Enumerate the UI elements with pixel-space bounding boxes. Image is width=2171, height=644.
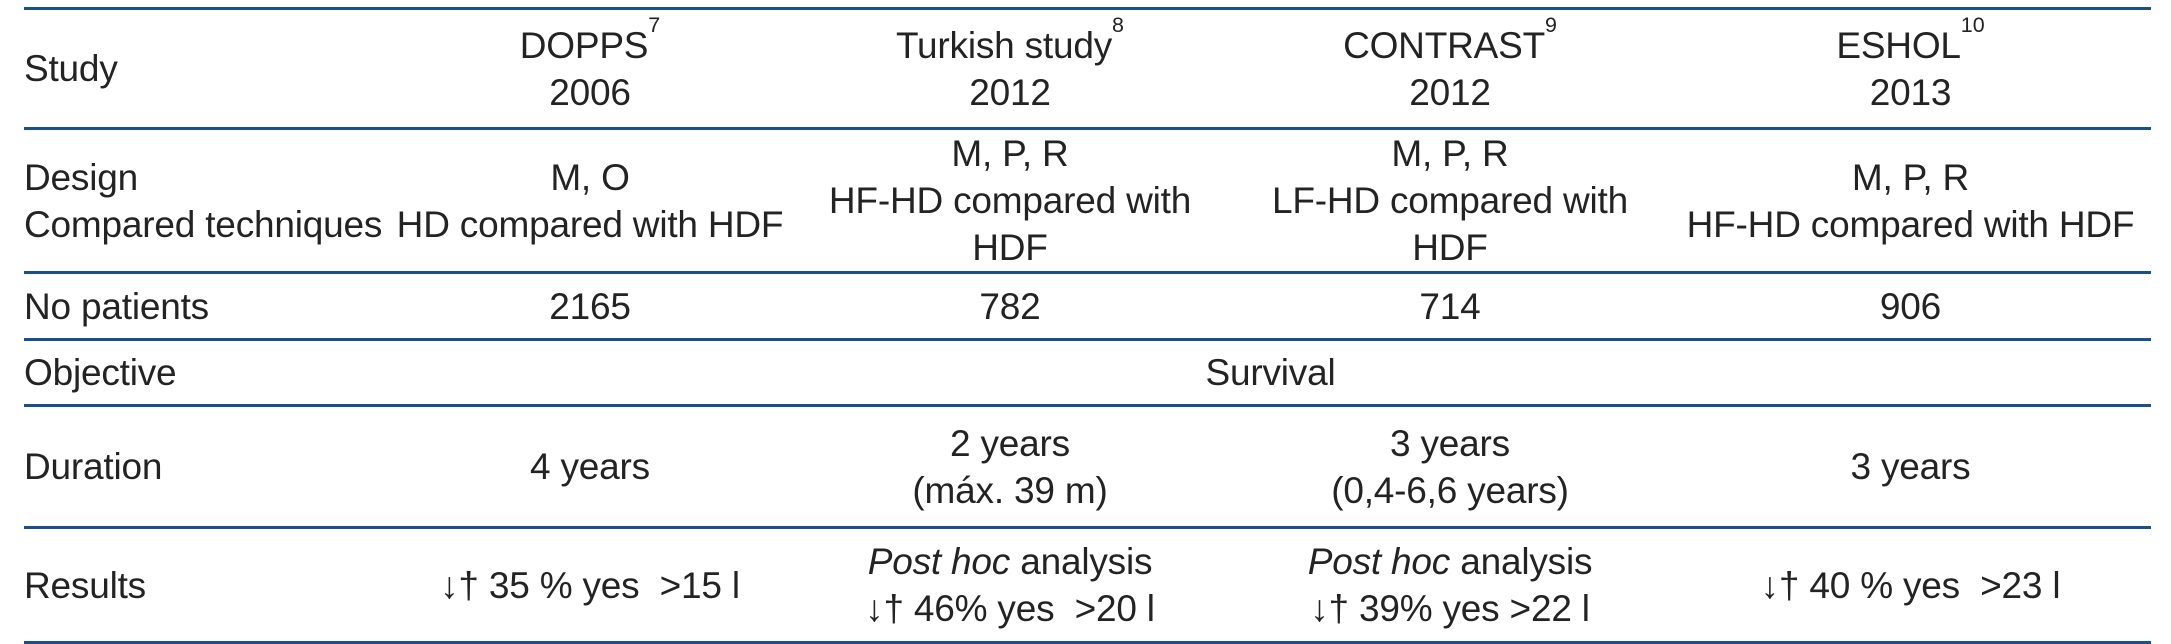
row-duration: Duration 4 years 2 years (máx. 39 m) 3 y…	[24, 406, 2151, 528]
duration-line2: (máx. 39 m)	[912, 469, 1108, 511]
duration-line1: 3 years	[1390, 422, 1510, 464]
techniques-value: LF-HD compared with HDF	[1271, 180, 1639, 268]
row-label-objective: Objective	[24, 352, 177, 393]
results-cell-turkish: Post hoc analysis ↓† 46% yes >20 l	[790, 528, 1230, 643]
design-value: M, P, R	[1851, 156, 1970, 198]
design-techniques-cell-eshol: M, P, R HF-HD compared with HDF	[1670, 129, 2151, 273]
results-line2: ↓† 46% yes >20 l	[865, 588, 1155, 629]
duration-cell-eshol: 3 years	[1670, 406, 2151, 528]
row-label-study: Study	[24, 48, 118, 89]
study-name-line: CONTRAST9	[1230, 15, 1670, 69]
row-label-compared-techniques: Compared techniques	[24, 203, 383, 245]
study-ref-superscript: 8	[1112, 13, 1124, 38]
design-value: M, O	[550, 156, 630, 198]
row-label-design-techniques: Design Compared techniques	[24, 129, 390, 273]
duration-line1: 2 years	[950, 422, 1070, 464]
row-label-no-patients: No patients	[24, 285, 209, 327]
row-label-duration: Duration	[24, 446, 163, 487]
duration-cell-turkish: 2 years (máx. 39 m)	[790, 406, 1230, 528]
results-cell-eshol: ↓† 40 % yes >23 l	[1670, 528, 2151, 643]
study-ref-superscript: 9	[1544, 13, 1557, 38]
results-line2: ↓† 40 % yes >23 l	[1760, 564, 2061, 606]
results-posthoc-italic: Post hoc	[867, 541, 1011, 582]
study-year: 2013	[1869, 71, 1952, 113]
techniques-value: HF-HD compared with HDF	[828, 180, 1202, 268]
patients-cell-eshol: 906	[1879, 285, 1942, 327]
study-name: DOPPS	[519, 24, 649, 66]
results-line1-rest: analysis	[1010, 541, 1153, 582]
objective-value-cell: Survival	[1205, 352, 1336, 393]
design-value: M, P, R	[951, 133, 1069, 174]
study-year: 2012	[1409, 71, 1491, 113]
design-techniques-cell-turkish: M, P, R HF-HD compared with HDF	[790, 129, 1230, 273]
study-year: 2006	[549, 71, 631, 113]
duration-line2: (0,4-6,6 years)	[1331, 469, 1569, 511]
study-name: Turkish study	[896, 24, 1113, 66]
study-year: 2012	[969, 71, 1051, 113]
study-ref-superscript: 10	[1960, 13, 1985, 38]
patients-cell-dopps: 2165	[549, 285, 631, 327]
row-design-techniques: Design Compared techniques M, O HD compa…	[24, 129, 2151, 273]
row-label-design: Design	[24, 156, 138, 198]
study-ref-superscript: 7	[648, 13, 661, 38]
row-label-results: Results	[24, 564, 146, 606]
results-line1-rest: analysis	[1450, 541, 1593, 582]
study-name-line: Turkish study8	[790, 15, 1230, 69]
study-name-line: DOPPS7	[390, 15, 790, 69]
design-value: M, P, R	[1391, 133, 1509, 174]
duration-line1: 4 years	[530, 446, 650, 487]
study-header-cell-turkish: Turkish study8 2012	[790, 9, 1230, 129]
design-techniques-cell-dopps: M, O HD compared with HDF	[390, 129, 790, 273]
patients-cell-contrast: 714	[1419, 285, 1481, 327]
design-techniques-cell-contrast: M, P, R LF-HD compared with HDF	[1230, 129, 1670, 273]
results-line2: ↓† 39% yes >22 l	[1310, 588, 1590, 629]
results-line1: Post hoc analysis	[790, 538, 1230, 585]
row-objective: Objective Survival	[24, 340, 2151, 406]
results-posthoc-italic: Post hoc	[1307, 541, 1451, 582]
study-comparison-table-wrap: Study DOPPS7 2006 Turkish study8 2012 CO…	[24, 7, 2151, 644]
study-name: CONTRAST	[1343, 24, 1545, 66]
study-header-cell-contrast: CONTRAST9 2012	[1230, 9, 1670, 129]
row-study: Study DOPPS7 2006 Turkish study8 2012 CO…	[24, 8, 2151, 129]
patients-cell-turkish: 782	[979, 285, 1041, 327]
study-comparison-table: Study DOPPS7 2006 Turkish study8 2012 CO…	[24, 7, 2151, 644]
results-line2: ↓† 35 % yes >15 l	[440, 564, 740, 606]
study-name-line: ESHOL10	[1670, 15, 2151, 69]
results-cell-dopps: ↓† 35 % yes >15 l	[390, 528, 790, 643]
duration-cell-contrast: 3 years (0,4-6,6 years)	[1230, 406, 1670, 528]
study-header-cell-eshol: ESHOL10 2013	[1670, 9, 2151, 129]
techniques-value: HD compared with HDF	[396, 203, 784, 245]
study-header-cell-dopps: DOPPS7 2006	[390, 9, 790, 129]
duration-cell-dopps: 4 years	[390, 406, 790, 528]
results-line1: Post hoc analysis	[1230, 538, 1670, 585]
row-no-patients: No patients 2165 782 714 906	[24, 273, 2151, 340]
techniques-value: HF-HD compared with HDF	[1686, 203, 2135, 245]
duration-line1: 3 years	[1850, 446, 1971, 487]
row-results: Results ↓† 35 % yes >15 l Post hoc analy…	[24, 528, 2151, 643]
study-name: ESHOL	[1836, 24, 1961, 66]
results-cell-contrast: Post hoc analysis ↓† 39% yes >22 l	[1230, 528, 1670, 643]
